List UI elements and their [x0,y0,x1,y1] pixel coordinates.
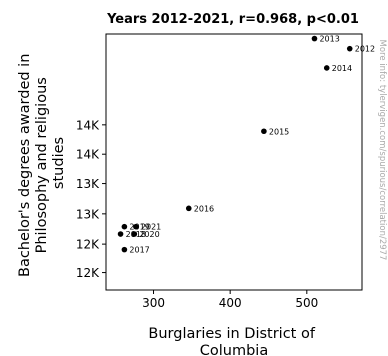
data-point-label: 2014 [332,64,352,73]
data-point-label: 2012 [355,45,375,54]
y-axis-label-line-1: Bachelor's degrees awarded in [17,54,33,277]
x-tick-label: 400 [219,296,242,310]
y-tick-label: 14K [76,148,100,162]
data-point [133,223,139,230]
y-axis-ticks: 12K 12K 13K 13K 14K 14K [76,118,106,280]
data-point [261,128,267,135]
plot-frame [105,33,363,291]
y-tick-label: 12K [76,238,100,252]
x-tick-label: 500 [295,296,318,310]
y-tick-label: 14K [76,118,100,132]
data-point [121,246,128,253]
data-point [311,35,318,42]
y-tick-label: 12K [76,266,100,280]
data-point-label: 2016 [194,204,214,213]
data-point [323,65,330,71]
data-point [117,231,124,237]
data-point [121,223,128,230]
x-axis-ticks: 300 400 500 [142,290,318,310]
data-point-label: 2021 [141,223,161,232]
x-tick-label: 300 [142,296,165,310]
data-point-label: 2020 [139,230,159,239]
data-points: 2012201320142015201620172018201920202021 [117,35,375,255]
data-point-label: 2015 [269,127,289,136]
x-axis-label: Burglaries in District of Columbia [148,326,319,356]
y-axis-label: Bachelor's degrees awarded in Philosophy… [17,49,67,277]
y-tick-label: 13K [76,177,100,191]
source-note: More info: tylervigen.com/spurious/corre… [377,40,387,261]
data-point [131,231,138,237]
data-point-label: 2019 [129,223,149,232]
x-axis-label-line-2: Columbia [200,343,268,356]
data-point [185,205,192,212]
data-point-label: 2013 [319,35,339,44]
y-axis-label-line-2: Philosophy and religious [34,77,50,253]
data-point [346,45,353,52]
y-axis-label-line-3: studies [51,137,67,189]
data-point-label: 2017 [129,246,149,255]
x-axis-label-line-1: Burglaries in District of [148,326,315,342]
chart-title: Years 2012-2021, r=0.968, p<0.01 [106,12,359,27]
y-tick-label: 13K [76,207,100,221]
